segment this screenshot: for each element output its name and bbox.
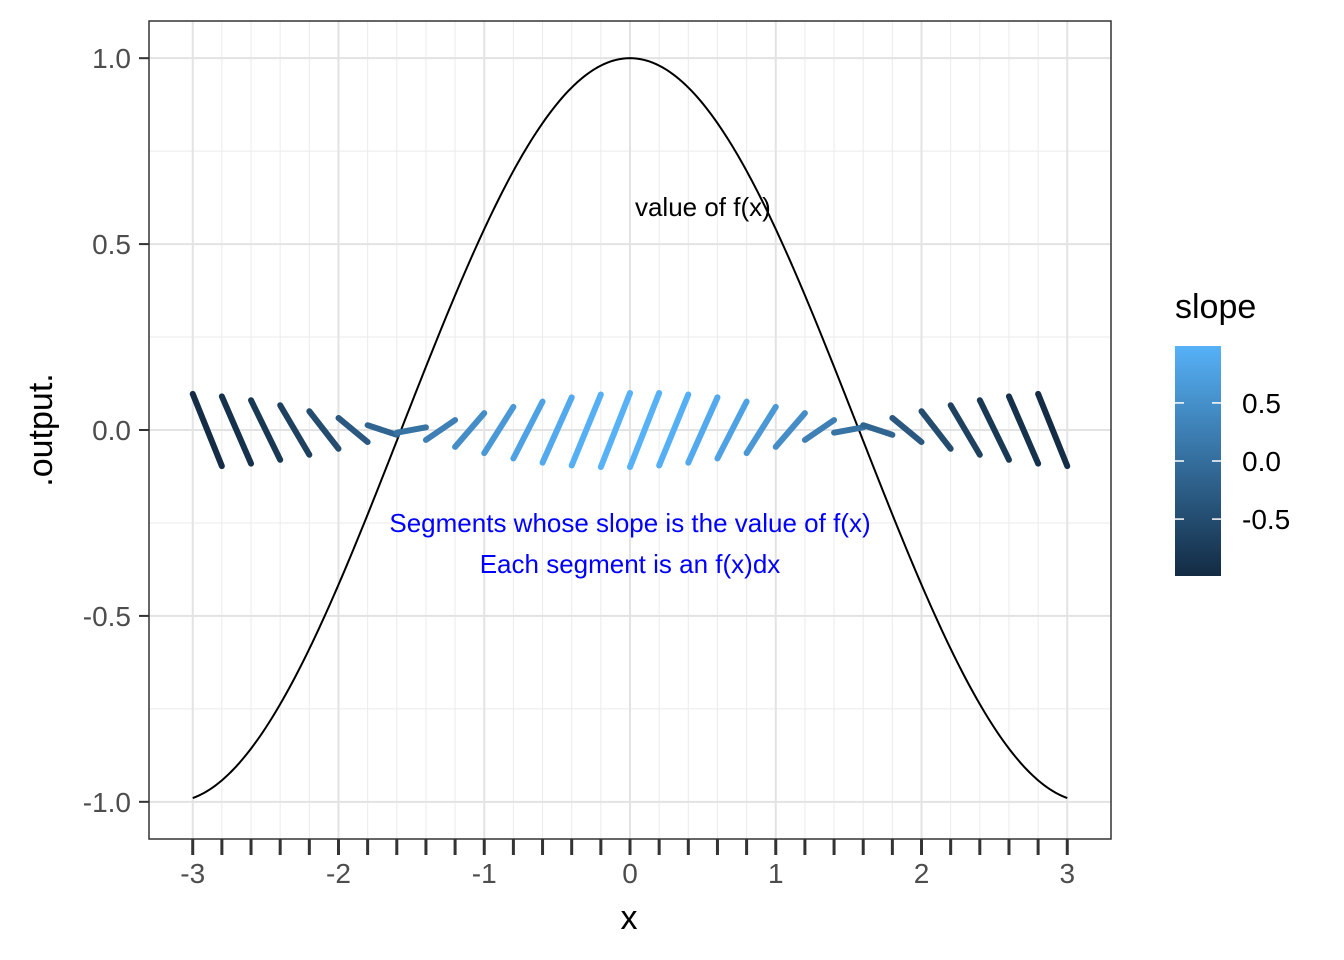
legend-ticks: 0.5 0.0 -0.5 bbox=[1175, 388, 1290, 535]
legend-label: -0.5 bbox=[1242, 504, 1290, 535]
slope-segment bbox=[831, 424, 867, 436]
y-tick-label: -1.0 bbox=[83, 787, 131, 818]
slope-segment bbox=[306, 408, 342, 452]
slope-segment bbox=[539, 394, 575, 466]
annotation-text: Each segment is an f(x)dx bbox=[480, 549, 781, 579]
x-axis: -3 -2 -1 0 1 2 3 bbox=[180, 839, 1075, 889]
x-axis-title: x bbox=[621, 899, 638, 937]
slope-segment bbox=[277, 402, 313, 458]
x-tick-label: 1 bbox=[768, 858, 784, 889]
slope-segment bbox=[801, 417, 838, 443]
y-axis-title: .output. bbox=[22, 373, 60, 486]
curve-layer bbox=[192, 57, 1068, 800]
slope-segment bbox=[597, 390, 633, 470]
y-tick-label: 0.5 bbox=[92, 229, 131, 260]
slope-segment bbox=[976, 397, 1012, 463]
x-tick-label: 3 bbox=[1059, 858, 1075, 889]
legend-label: 0.0 bbox=[1242, 446, 1281, 477]
slope-segment bbox=[1035, 390, 1071, 470]
x-tick-label: -3 bbox=[180, 858, 205, 889]
slope-segment bbox=[452, 410, 488, 450]
slope-segment bbox=[218, 393, 255, 467]
slope-segment bbox=[422, 417, 459, 443]
slope-segment bbox=[860, 422, 896, 438]
legend-title: slope bbox=[1175, 288, 1256, 326]
series-line-fx bbox=[192, 57, 1068, 800]
slope-segment bbox=[889, 414, 925, 446]
slope-segment bbox=[364, 422, 400, 438]
annotation-text: value of f(x) bbox=[635, 192, 771, 222]
y-tick-label: -0.5 bbox=[83, 601, 131, 632]
legend: slope 0.5 0.0 -0.5 bbox=[1175, 288, 1290, 576]
slope-segment bbox=[743, 403, 779, 457]
slope-segment bbox=[627, 390, 663, 470]
slope-segment bbox=[248, 397, 284, 463]
x-tick-label: -1 bbox=[472, 858, 497, 889]
slope-segment bbox=[772, 410, 808, 450]
slope-segment bbox=[393, 424, 429, 436]
x-tick-label: 0 bbox=[622, 858, 638, 889]
legend-label: 0.5 bbox=[1242, 388, 1281, 419]
segment-layer bbox=[189, 390, 1071, 470]
y-tick-label: 0.0 bbox=[92, 415, 131, 446]
slope-segment bbox=[189, 390, 225, 470]
slope-segment bbox=[335, 414, 371, 446]
y-tick-label: 1.0 bbox=[92, 43, 131, 74]
slope-segment bbox=[1005, 393, 1042, 467]
slope-segment bbox=[568, 391, 604, 469]
slope-segment bbox=[685, 394, 721, 466]
slope-segment bbox=[714, 398, 750, 462]
x-tick-label: 2 bbox=[914, 858, 930, 889]
slope-segment bbox=[510, 398, 546, 462]
slope-segment bbox=[947, 402, 983, 458]
annotation-text: Segments whose slope is the value of f(x… bbox=[389, 508, 870, 538]
y-axis: -1.0 -0.5 0.0 0.5 1.0 bbox=[83, 43, 149, 818]
slope-segment bbox=[918, 408, 954, 452]
slope-segment bbox=[481, 403, 517, 457]
annotation-layer: value of f(x) Segments whose slope is the… bbox=[389, 192, 870, 579]
slope-segment bbox=[656, 391, 692, 469]
x-tick-label: -2 bbox=[326, 858, 351, 889]
